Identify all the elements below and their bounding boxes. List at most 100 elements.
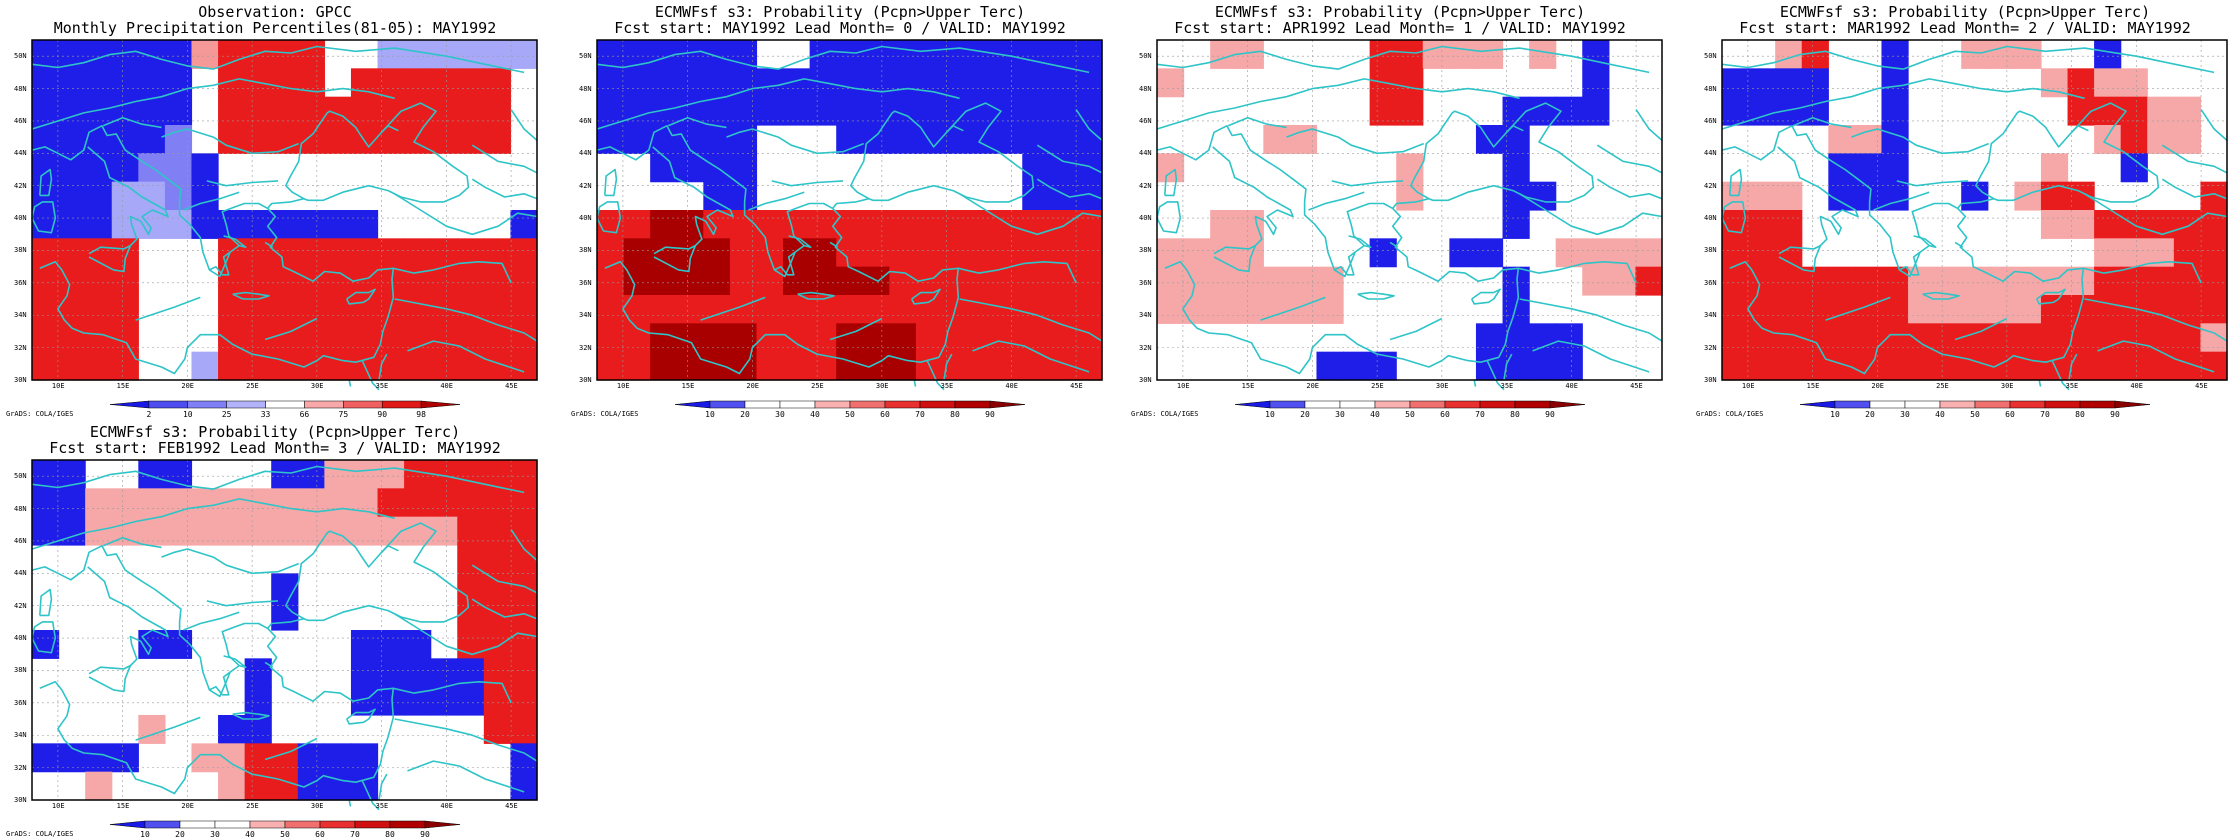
grid-cell bbox=[1854, 351, 1883, 381]
grid-cell bbox=[404, 295, 432, 324]
grid-cell bbox=[836, 351, 864, 381]
grid-cell bbox=[1934, 295, 1962, 324]
colorbar-swatch bbox=[2009, 400, 2046, 409]
grid-cell bbox=[889, 125, 917, 154]
grid-cell bbox=[729, 40, 758, 69]
grid-cell bbox=[1961, 351, 1989, 381]
grid-cell bbox=[324, 210, 352, 239]
grid-cell bbox=[1748, 210, 1776, 239]
grid-cell bbox=[297, 743, 325, 773]
grid-cell bbox=[650, 210, 678, 239]
grid-cell bbox=[1529, 40, 1557, 69]
grid-cell bbox=[915, 238, 944, 268]
colorbar-swatch bbox=[1834, 400, 1871, 409]
grid-cell bbox=[1881, 125, 1909, 154]
grid-cell bbox=[404, 460, 432, 489]
grid-cell bbox=[2120, 351, 2148, 381]
grid-cell bbox=[1987, 323, 2015, 353]
grid-cell bbox=[32, 153, 60, 183]
grid-cell bbox=[1022, 181, 1050, 211]
grid-cell bbox=[756, 210, 784, 239]
grid-cell bbox=[1987, 295, 2015, 324]
grid-cell bbox=[457, 573, 485, 603]
grid-cell bbox=[457, 323, 485, 353]
grid-cell bbox=[271, 96, 299, 126]
grid-cell bbox=[1075, 96, 1103, 126]
colorbar-swatch bbox=[389, 820, 426, 829]
grid-cell bbox=[297, 460, 325, 489]
grid-cell bbox=[271, 40, 299, 69]
coastline bbox=[1156, 45, 1663, 391]
grid-cell bbox=[164, 516, 193, 546]
grid-cell bbox=[58, 125, 86, 154]
grid-cell bbox=[218, 351, 246, 381]
panel-title-line1: Observation: GPCC bbox=[198, 3, 352, 21]
grid-cell bbox=[2067, 351, 2095, 381]
grid-cell bbox=[1075, 323, 1103, 353]
grid-cell bbox=[58, 351, 86, 381]
grid-cell bbox=[404, 125, 432, 154]
grid-cell bbox=[995, 238, 1023, 268]
grid-cell bbox=[1502, 210, 1530, 239]
grid-cell bbox=[1236, 295, 1264, 324]
grid-cell bbox=[430, 686, 458, 716]
panel-title-line2: Fcst start: APR1992 Lead Month= 1 / VALI… bbox=[1174, 19, 1626, 37]
grid-cell bbox=[404, 488, 432, 518]
grid-cell bbox=[510, 40, 538, 69]
grid-cell bbox=[783, 210, 811, 239]
grid-cell bbox=[676, 153, 704, 183]
grid-cell bbox=[297, 40, 325, 69]
grid-cell bbox=[138, 68, 166, 98]
grid-cell bbox=[836, 295, 864, 324]
grid-cell bbox=[510, 601, 538, 631]
colorbar-swatch bbox=[1234, 400, 1271, 409]
colorbar-swatch bbox=[919, 400, 956, 409]
grid-cell bbox=[703, 295, 731, 324]
grid-cell bbox=[191, 210, 219, 239]
grid-cell bbox=[2120, 153, 2148, 183]
grid-cell bbox=[809, 295, 837, 324]
grid-cell bbox=[510, 488, 538, 518]
grid-cell bbox=[1075, 238, 1103, 268]
grid-cell bbox=[244, 743, 272, 773]
grid-cell bbox=[1236, 266, 1264, 296]
grid-cell bbox=[58, 488, 86, 518]
grid-cell bbox=[32, 295, 60, 324]
grid-cell bbox=[2120, 323, 2148, 353]
grid-cell bbox=[623, 96, 651, 126]
grid-cell bbox=[1748, 351, 1776, 381]
grid-cell bbox=[676, 266, 704, 296]
grid-cell bbox=[969, 68, 997, 98]
grid-cell bbox=[111, 488, 139, 518]
grid-cell bbox=[244, 658, 272, 688]
grid-cell bbox=[510, 323, 538, 353]
grid-cell bbox=[756, 351, 784, 381]
map-panel-lead1: ECMWFsf s3: Probability (Pcpn>Upper Terc… bbox=[1125, 0, 1675, 420]
grid-cell bbox=[1881, 40, 1909, 69]
grid-cell bbox=[1157, 238, 1185, 268]
grid-cell bbox=[942, 125, 970, 154]
grid-cell bbox=[1022, 40, 1050, 69]
grid-cell bbox=[457, 601, 485, 631]
grid-cell bbox=[1828, 266, 1856, 296]
grid-cell bbox=[836, 323, 864, 353]
grid-cell bbox=[2120, 295, 2148, 324]
grid-cell bbox=[85, 743, 113, 773]
grid-cell bbox=[597, 323, 625, 353]
grid-cell bbox=[32, 68, 60, 98]
grid-cell bbox=[1075, 295, 1103, 324]
grid-cell bbox=[729, 266, 758, 296]
grid-cell bbox=[218, 96, 246, 126]
grid-cell bbox=[1316, 266, 1344, 296]
map-panel-lead3: ECMWFsf s3: Probability (Pcpn>Upper Terc… bbox=[0, 420, 550, 840]
grid-cell bbox=[430, 68, 458, 98]
grid-cell bbox=[836, 96, 864, 126]
grid-cell bbox=[271, 743, 299, 773]
grid-cell bbox=[597, 68, 625, 98]
grid-cell bbox=[58, 210, 86, 239]
grid-cell bbox=[729, 210, 758, 239]
grid-cell bbox=[1048, 266, 1077, 296]
grid-cell bbox=[164, 210, 193, 239]
colorbar-swatch bbox=[1409, 400, 1446, 409]
map-canvas bbox=[31, 39, 538, 409]
